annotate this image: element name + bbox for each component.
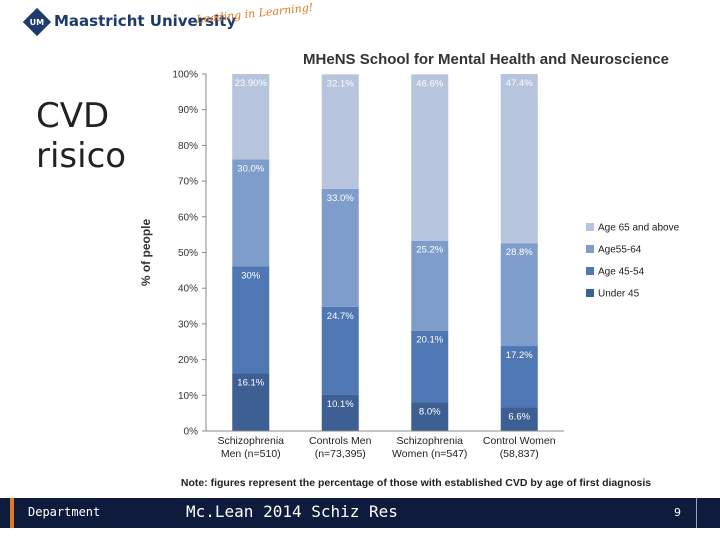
data-label: 30%	[241, 270, 261, 281]
x-tick-label: Control Women	[483, 435, 556, 447]
data-label: 10.1%	[327, 399, 354, 410]
bar-segment	[321, 188, 359, 307]
x-tick-label: (n=73,395)	[315, 448, 366, 460]
y-tick-label: 100%	[172, 70, 198, 81]
y-tick-label: 90%	[178, 105, 198, 116]
bar-segment	[411, 330, 449, 403]
legend-label: Age55-64	[598, 245, 642, 256]
data-label: 47.4%	[506, 78, 533, 89]
y-tick-label: 20%	[178, 355, 198, 366]
y-tick-label: 40%	[178, 284, 198, 295]
bar-segment	[500, 243, 538, 347]
bar-segment	[232, 159, 270, 267]
legend-swatch	[586, 245, 594, 253]
y-tick-label: 0%	[184, 427, 199, 438]
data-label: 23.90%	[235, 78, 268, 89]
footer-department: Department	[28, 505, 101, 519]
x-tick-label: Controls Men	[309, 435, 372, 447]
data-label: 33.0%	[327, 193, 354, 204]
data-label: 20.1%	[416, 335, 443, 346]
x-tick-label: Women (n=547)	[392, 448, 467, 460]
legend-swatch	[586, 289, 594, 297]
bar-segment	[411, 74, 449, 241]
bar-segment	[321, 74, 359, 189]
data-label: 6.6%	[508, 411, 530, 422]
bar-segment	[232, 266, 270, 374]
bar-segment	[411, 240, 449, 331]
bar-segment	[232, 74, 270, 160]
legend-swatch	[586, 267, 594, 275]
bar-segment	[321, 306, 359, 395]
chart-note: Note: figures represent the percentage o…	[181, 477, 651, 489]
data-label: 24.7%	[327, 311, 354, 322]
data-label: 28.8%	[506, 247, 533, 258]
data-label: 16.1%	[237, 378, 264, 389]
legend-swatch	[586, 223, 594, 231]
data-label: 25.2%	[416, 245, 443, 256]
y-tick-label: 10%	[178, 391, 198, 402]
bar-segment	[411, 402, 449, 431]
footer-accent	[10, 498, 14, 528]
y-tick-label: 70%	[178, 177, 198, 188]
x-tick-label: Men (n=510)	[221, 448, 281, 460]
stacked-bar-chart: MHeNS School for Mental Health and Neuro…	[139, 51, 680, 489]
y-axis-label: % of people	[139, 219, 153, 287]
bar-segment	[500, 74, 538, 244]
bar-segment	[232, 373, 270, 431]
x-tick-label: Schizophrenia	[396, 435, 463, 447]
data-label: 46.6%	[416, 78, 443, 89]
data-label: 17.2%	[506, 350, 533, 361]
footer-citation: Mc.Lean 2014 Schiz Res	[186, 502, 398, 521]
y-tick-label: 50%	[178, 248, 198, 259]
legend-label: Age 45-54	[598, 267, 645, 278]
footer-bar	[0, 498, 720, 528]
data-label: 32.1%	[327, 78, 354, 89]
legend-label: Under 45	[598, 289, 640, 300]
x-tick-label: Schizophrenia	[217, 435, 284, 447]
tagline: Leading in Learning!	[195, 0, 314, 27]
slide-title: CVD risico	[36, 96, 127, 176]
chart-figure: MHeNS School for Mental Health and Neuro…	[134, 40, 696, 496]
legend-label: Age 65 and above	[598, 223, 680, 234]
footer-divider	[696, 498, 697, 528]
data-label: 8.0%	[419, 406, 441, 417]
page-number: 9	[674, 506, 681, 519]
y-tick-label: 60%	[178, 212, 198, 223]
y-tick-label: 80%	[178, 141, 198, 152]
university-logo: UM	[22, 7, 52, 37]
chart-title: MHeNS School for Mental Health and Neuro…	[303, 51, 669, 68]
logo-text: UM	[29, 17, 45, 27]
bar-segment	[500, 346, 538, 408]
bar-segment	[500, 407, 538, 431]
bar-segment	[321, 394, 359, 431]
x-tick-label: (58,837)	[500, 448, 539, 460]
y-tick-label: 30%	[178, 319, 198, 330]
university-name: Maastricht University	[54, 12, 237, 30]
data-label: 30.0%	[237, 163, 264, 174]
